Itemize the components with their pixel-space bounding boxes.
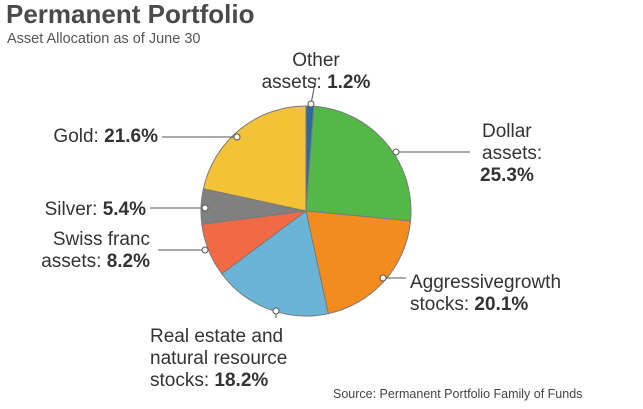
slice-label: Other assets: 1.2% bbox=[262, 50, 371, 93]
slice-value: 1.2% bbox=[327, 72, 370, 93]
pie-slices bbox=[200, 105, 412, 317]
slice-value: 8.2% bbox=[107, 251, 150, 272]
slice-label-line: Silver: bbox=[45, 199, 103, 220]
slice-label: Aggressivegrowth stocks: 20.1% bbox=[410, 272, 561, 315]
slice-label-line: stocks: bbox=[410, 294, 474, 315]
slice-label-line: assets: bbox=[41, 251, 106, 272]
pie-slice-dollar-assets bbox=[305, 105, 412, 222]
slice-label-line: Gold: bbox=[53, 126, 104, 147]
slice-label-line: Other bbox=[292, 50, 340, 71]
slice-value: 20.1% bbox=[474, 294, 528, 315]
leader-dot bbox=[379, 274, 387, 282]
slice-label: Gold: 21.6% bbox=[53, 126, 158, 147]
slice-label-line: stocks: bbox=[150, 370, 214, 391]
slice-label-line: assets: bbox=[482, 143, 542, 164]
leader-dot bbox=[307, 100, 315, 108]
slice-label-line: Dollar bbox=[482, 121, 532, 142]
leader-dot bbox=[201, 204, 209, 212]
leader-line bbox=[310, 77, 317, 105]
chart-title: Permanent Portfolio bbox=[6, 0, 254, 29]
slice-label: Silver: 5.4% bbox=[45, 199, 146, 220]
slice-labels: Other assets: 1.2%Dollar assets: 25.3%Aggre… bbox=[41, 50, 561, 391]
slice-label: Dollar assets: 25.3% bbox=[480, 121, 542, 186]
slice-value: 18.2% bbox=[214, 370, 268, 391]
slice-label-line: natural resource bbox=[150, 348, 287, 369]
chart-subtitle: Asset Allocation as of June 30 bbox=[7, 31, 200, 47]
slice-label-line: Real estate and bbox=[150, 326, 283, 347]
leader-dot bbox=[392, 148, 400, 156]
slice-label: Real estate and natural resource stocks: 1… bbox=[150, 326, 287, 391]
slice-value: 5.4% bbox=[103, 199, 146, 220]
pie-slice-real-estate-and-natural-resource-stocks bbox=[221, 210, 329, 317]
slice-value: 21.6% bbox=[104, 126, 158, 147]
slice-value: 25.3% bbox=[480, 165, 534, 186]
source-note: Source: Permanent Portfolio Family of Fu… bbox=[333, 387, 582, 401]
pie-slice-gold bbox=[202, 105, 307, 212]
leader-dot bbox=[233, 133, 241, 141]
slice-label-line: assets: bbox=[262, 72, 327, 93]
slice-label-line: Aggressivegrowth bbox=[410, 272, 561, 293]
slice-label-line: Swiss franc bbox=[53, 229, 150, 250]
slice-label: Swiss franc assets: 8.2% bbox=[41, 229, 150, 272]
leader-lines bbox=[150, 77, 470, 318]
leader-dot bbox=[201, 246, 209, 254]
leader-dot bbox=[272, 307, 280, 315]
